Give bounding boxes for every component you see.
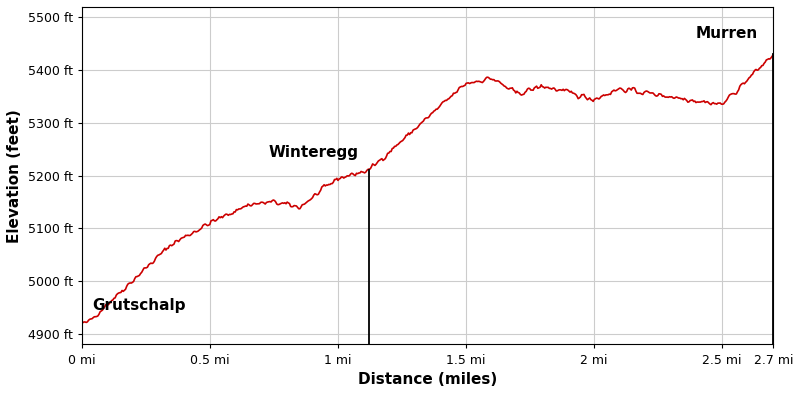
Text: Winteregg: Winteregg xyxy=(268,145,358,160)
Text: Grutschalp: Grutschalp xyxy=(92,298,186,313)
X-axis label: Distance (miles): Distance (miles) xyxy=(358,372,497,387)
Text: Murren: Murren xyxy=(696,26,758,41)
Y-axis label: Elevation (feet): Elevation (feet) xyxy=(7,109,22,243)
